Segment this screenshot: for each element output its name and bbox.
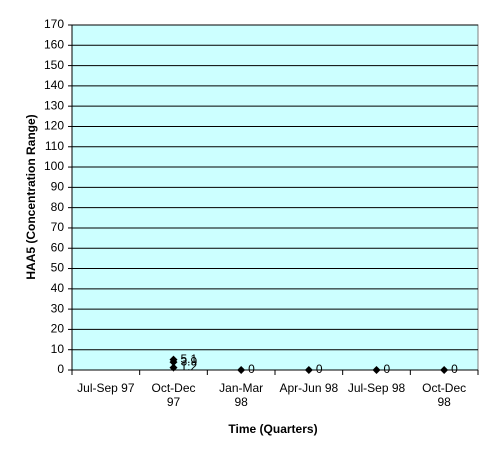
point (237, 366, 246, 374)
x-tick-label: Oct-Dec 97 (151, 381, 196, 409)
y-tick-label: 20 (51, 322, 65, 336)
y-tick-label: 40 (51, 281, 65, 295)
plot-area (71, 24, 479, 371)
y-axis-title: HAA5 (Concentration Range) (24, 114, 38, 279)
point (169, 363, 178, 372)
y-tick-label: 30 (51, 301, 65, 315)
y-tick-label: 0 (57, 362, 64, 376)
point (169, 358, 178, 367)
y-tick-label: 140 (44, 78, 64, 92)
y-tick-label: 150 (44, 58, 64, 72)
x-tick-label: Jul-Sep 98 (347, 381, 406, 395)
x-tick-label: Oct-Dec 98 (422, 381, 467, 409)
data-label: 5.1 (181, 352, 198, 366)
data-label: 0 (451, 362, 458, 376)
y-tick-label: 90 (51, 180, 65, 194)
y-tick-label: 160 (44, 37, 64, 51)
data-label: 0 (384, 362, 391, 376)
y-tick-label: 10 (51, 342, 65, 356)
x-axis-title: Time (Quarters) (228, 422, 317, 436)
data-label: 1.2 (181, 360, 198, 374)
point (440, 366, 449, 374)
y-tick-label: 110 (45, 139, 64, 153)
point (372, 366, 381, 374)
data-label: 0 (316, 362, 323, 376)
y-tick-label: 100 (44, 159, 64, 173)
x-tick-label: Jul-Sep 97 (77, 381, 135, 395)
y-tick-label: 120 (44, 119, 64, 133)
data-label: 0 (248, 362, 255, 376)
point (304, 366, 313, 374)
data-label: 3.9 (181, 354, 198, 368)
y-tick-label: 60 (51, 240, 65, 254)
y-tick-label: 80 (51, 200, 65, 214)
y-tick-label: 50 (51, 261, 65, 275)
y-tick-label: 170 (44, 17, 64, 31)
x-tick-label: Apr-Jun 98 (279, 381, 339, 395)
x-tick-label: Jan-Mar 98 (219, 381, 264, 409)
y-tick-label: 70 (51, 220, 65, 234)
y-tick-label: 130 (44, 98, 64, 112)
